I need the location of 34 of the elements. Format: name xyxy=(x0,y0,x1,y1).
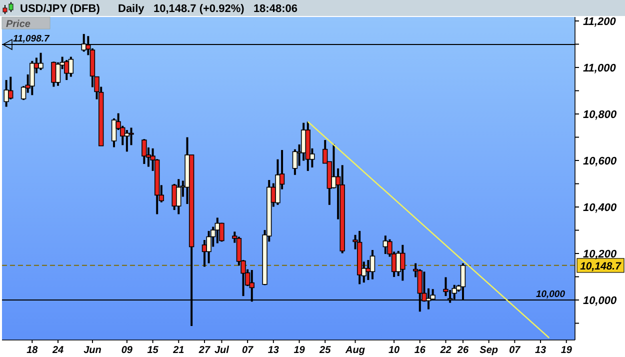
x-tick-label: 18 xyxy=(26,345,38,356)
x-tick-label: 24 xyxy=(51,345,64,356)
ref-line-label: 10,148.7 xyxy=(580,260,622,272)
x-tick-label: 27 xyxy=(198,345,210,356)
x-tick-label: 19 xyxy=(560,345,572,356)
y-tick-label: 10,600 xyxy=(583,155,618,168)
x-tick-label: 07 xyxy=(242,345,254,356)
x-tick-label: 16 xyxy=(414,345,426,356)
y-tick-label: 11,000 xyxy=(583,62,617,74)
y-tick-label: 10,000 xyxy=(583,295,618,308)
y-axis-title: Price xyxy=(6,19,31,30)
x-tick-label: 22 xyxy=(439,345,452,356)
x-tick-label: 19 xyxy=(294,345,306,356)
y-tick-label: 11,200 xyxy=(583,16,617,28)
ref-line-label: 10,000 xyxy=(536,289,566,300)
x-tick-label: 15 xyxy=(147,345,159,356)
x-tick-label: 07 xyxy=(509,345,521,356)
ref-line-label: 11,098.7 xyxy=(13,34,50,45)
y-tick-label: 10,800 xyxy=(583,108,618,121)
x-tick-label: 10 xyxy=(388,345,400,356)
x-tick-label: 13 xyxy=(534,345,547,356)
chart-subtitle: Daily 10,148.7 (+0.92%) 18:48:06 xyxy=(118,3,298,15)
x-tick-label: 26 xyxy=(456,345,469,356)
x-tick-label: Jun xyxy=(84,345,102,356)
y-tick-label: 10,200 xyxy=(583,248,618,260)
x-tick-label: Aug xyxy=(344,345,366,356)
x-tick-label: Sep xyxy=(480,345,498,356)
y-tick-label: 10,400 xyxy=(583,202,618,214)
x-tick-label: 13 xyxy=(268,345,280,356)
x-tick-label: 21 xyxy=(172,345,185,356)
x-tick-label: 25 xyxy=(318,345,332,356)
chart-title: USD/JPY (DFB) xyxy=(20,3,100,15)
x-tick-label: 09 xyxy=(121,345,133,356)
x-tick-label: Jul xyxy=(214,345,230,356)
